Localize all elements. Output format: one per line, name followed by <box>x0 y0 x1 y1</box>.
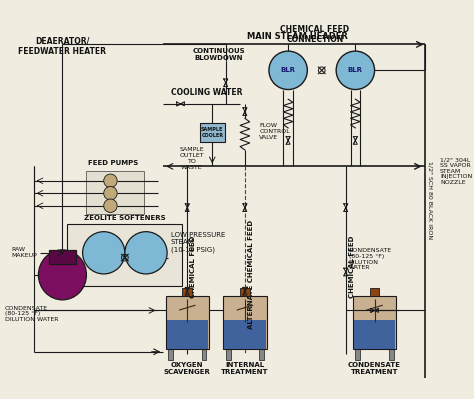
Text: 1/2" SCH 80 BLACK IRON: 1/2" SCH 80 BLACK IRON <box>428 161 432 239</box>
Bar <box>49 250 76 264</box>
Text: SAMPLE
COOLER: SAMPLE COOLER <box>201 127 223 138</box>
Text: CHEMICAL FEED: CHEMICAL FEED <box>190 236 196 298</box>
Text: CONDENSATE
(80-125 °F)
DILUTION WATER: CONDENSATE (80-125 °F) DILUTION WATER <box>5 306 58 322</box>
Text: 1/2" 304L
SS VAPOR
STEAM
INJECTION
NOZZLE: 1/2" 304L SS VAPOR STEAM INJECTION NOZZL… <box>440 157 472 185</box>
Bar <box>353 296 396 349</box>
Bar <box>182 288 192 296</box>
Bar <box>259 349 264 360</box>
Bar <box>166 296 209 349</box>
Bar <box>200 123 225 142</box>
Text: BLR: BLR <box>348 67 363 73</box>
Text: COOLING WATER: COOLING WATER <box>171 88 242 97</box>
Text: RAW
MAKEUP: RAW MAKEUP <box>11 247 37 258</box>
Circle shape <box>82 232 125 274</box>
Circle shape <box>104 199 117 212</box>
Text: CONDENSATE
TREATMENT: CONDENSATE TREATMENT <box>348 362 401 375</box>
Circle shape <box>269 51 307 89</box>
Bar <box>370 288 379 296</box>
Bar <box>226 349 230 360</box>
Bar <box>354 320 395 349</box>
Text: CONDENSATE
(80-125 °F)
DILUTION
WATER: CONDENSATE (80-125 °F) DILUTION WATER <box>349 248 392 271</box>
Text: FEED PUMPS: FEED PUMPS <box>88 160 138 166</box>
Bar <box>86 171 144 214</box>
Circle shape <box>125 232 167 274</box>
Text: OXYGEN
SCAVENGER: OXYGEN SCAVENGER <box>164 362 211 375</box>
Text: MAIN STEAM HEADER: MAIN STEAM HEADER <box>247 32 348 41</box>
Bar <box>67 224 182 286</box>
Ellipse shape <box>38 250 86 300</box>
Bar <box>389 349 394 360</box>
Text: ZEOLITE SOFTENERS: ZEOLITE SOFTENERS <box>84 215 166 221</box>
Bar <box>240 288 250 296</box>
Text: INTERNAL
TREATMENT: INTERNAL TREATMENT <box>221 362 269 375</box>
Text: LOW PRESSURE
STEAM
(10-15 PSIG): LOW PRESSURE STEAM (10-15 PSIG) <box>171 232 225 253</box>
Text: ALTERNATE CHEMICAL FEED: ALTERNATE CHEMICAL FEED <box>248 220 254 330</box>
Text: CHEMICAL FEED: CHEMICAL FEED <box>349 236 355 298</box>
Bar <box>167 320 208 349</box>
Bar <box>223 296 266 349</box>
Text: CONTINUOUS
BLOWDOWN: CONTINUOUS BLOWDOWN <box>192 48 246 61</box>
Bar <box>202 349 207 360</box>
Bar <box>168 349 173 360</box>
Circle shape <box>104 187 117 200</box>
Text: CHEMICAL FEED
CONNECTION: CHEMICAL FEED CONNECTION <box>281 25 350 44</box>
Text: FLOW
CONTROL
VALVE: FLOW CONTROL VALVE <box>259 123 290 140</box>
Circle shape <box>336 51 374 89</box>
Circle shape <box>104 174 117 188</box>
Text: SAMPLE
OUTLET
TO
WASTE: SAMPLE OUTLET TO WASTE <box>180 147 204 170</box>
Bar <box>356 349 360 360</box>
Text: BLR: BLR <box>281 67 296 73</box>
Text: DEAERATOR/
FEEDWATER HEATER: DEAERATOR/ FEEDWATER HEATER <box>18 37 107 56</box>
Bar <box>224 320 265 349</box>
